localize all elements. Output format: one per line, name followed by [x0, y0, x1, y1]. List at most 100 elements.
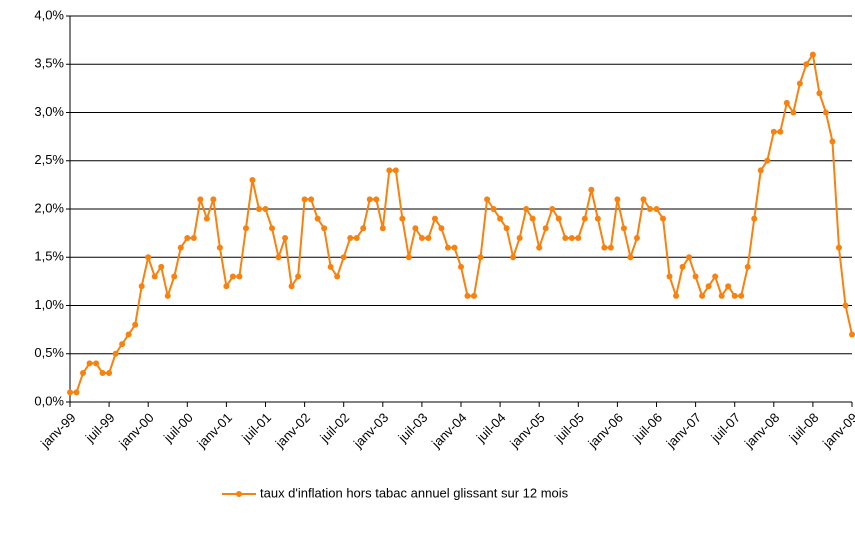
- data-point: [660, 215, 667, 222]
- data-point: [405, 254, 412, 261]
- data-point: [575, 234, 582, 241]
- data-point: [451, 244, 458, 251]
- data-point: [438, 225, 445, 232]
- x-tick-label: janv-02: [272, 410, 313, 451]
- data-point: [549, 206, 556, 212]
- x-tick-label: janv-06: [584, 410, 625, 451]
- data-point: [594, 215, 601, 222]
- data-point: [601, 244, 608, 251]
- data-point: [366, 196, 373, 203]
- data-point: [849, 331, 855, 338]
- data-point: [184, 234, 191, 241]
- x-tick-label: janv-01: [193, 410, 234, 451]
- data-point: [738, 292, 745, 299]
- data-point: [829, 138, 836, 145]
- data-point: [816, 90, 823, 97]
- data-point: [692, 273, 699, 280]
- data-point: [190, 234, 197, 241]
- data-point: [783, 99, 790, 106]
- x-tick-label: janv-00: [115, 410, 156, 451]
- y-tick-label: 3,0%: [34, 104, 64, 119]
- data-point: [666, 273, 673, 280]
- legend-marker: [236, 491, 242, 497]
- data-point: [125, 331, 132, 338]
- data-point: [197, 196, 204, 203]
- data-point: [542, 225, 549, 232]
- data-point: [555, 215, 562, 222]
- data-point: [412, 225, 419, 232]
- data-point: [842, 302, 849, 309]
- data-point: [431, 215, 438, 222]
- data-point: [484, 196, 491, 203]
- x-tick-label: juil-05: [551, 410, 587, 446]
- data-point: [497, 215, 504, 222]
- data-point: [633, 234, 640, 241]
- data-point: [255, 206, 262, 212]
- data-point: [744, 263, 751, 270]
- data-point: [353, 234, 360, 241]
- legend-label: taux d'inflation hors tabac annuel gliss…: [260, 485, 569, 500]
- x-tick-label: janv-99: [37, 410, 78, 451]
- data-point: [158, 263, 165, 270]
- data-point: [562, 234, 569, 241]
- data-point: [138, 283, 145, 290]
- data-point: [699, 292, 706, 299]
- data-point: [347, 234, 354, 241]
- data-point: [340, 254, 347, 261]
- data-point: [803, 61, 810, 68]
- y-tick-label: 2,0%: [34, 200, 64, 215]
- data-point: [301, 196, 308, 203]
- data-point: [835, 244, 842, 251]
- data-point: [673, 292, 680, 299]
- data-point: [588, 186, 595, 193]
- data-point: [640, 196, 647, 203]
- x-tick-label: janv-04: [428, 410, 469, 451]
- data-point: [112, 350, 119, 357]
- data-point: [510, 254, 517, 261]
- data-point: [705, 283, 712, 290]
- data-point: [764, 157, 771, 164]
- data-point: [242, 225, 249, 232]
- data-point: [614, 196, 621, 203]
- series-line: [70, 51, 853, 394]
- y-tick-label: 1,5%: [34, 249, 64, 264]
- data-point: [295, 273, 302, 280]
- data-point: [425, 234, 432, 241]
- data-point: [392, 167, 399, 174]
- x-tick-label: juil-99: [82, 410, 118, 446]
- data-point: [523, 206, 530, 212]
- x-tick-label: juil-02: [316, 410, 352, 446]
- data-point: [106, 370, 113, 377]
- x-tick-label: juil-06: [629, 410, 665, 446]
- data-point: [119, 341, 126, 348]
- data-point: [620, 225, 627, 232]
- data-point: [132, 321, 139, 328]
- data-point: [86, 360, 93, 367]
- data-point: [360, 225, 367, 232]
- data-point: [458, 263, 464, 270]
- data-point: [151, 273, 158, 280]
- data-point: [145, 254, 152, 261]
- data-point: [718, 292, 725, 299]
- data-point: [210, 196, 217, 203]
- data-point: [236, 273, 243, 280]
- data-point: [418, 234, 425, 241]
- y-tick-label: 3,5%: [34, 56, 64, 71]
- data-point: [73, 389, 80, 396]
- data-point: [757, 167, 764, 174]
- data-point: [686, 254, 693, 261]
- y-tick-label: 0,0%: [34, 393, 64, 408]
- data-point: [725, 283, 732, 290]
- data-point: [581, 215, 588, 222]
- data-point: [796, 80, 803, 87]
- data-point: [568, 234, 575, 241]
- data-point: [477, 254, 484, 261]
- x-tick-label: janv-05: [506, 410, 547, 451]
- data-point: [80, 370, 87, 377]
- data-point: [777, 128, 784, 135]
- data-point: [282, 234, 289, 241]
- data-point: [99, 370, 106, 377]
- x-tick-label: juil-04: [473, 410, 509, 446]
- x-tick-label: juil-03: [395, 410, 431, 446]
